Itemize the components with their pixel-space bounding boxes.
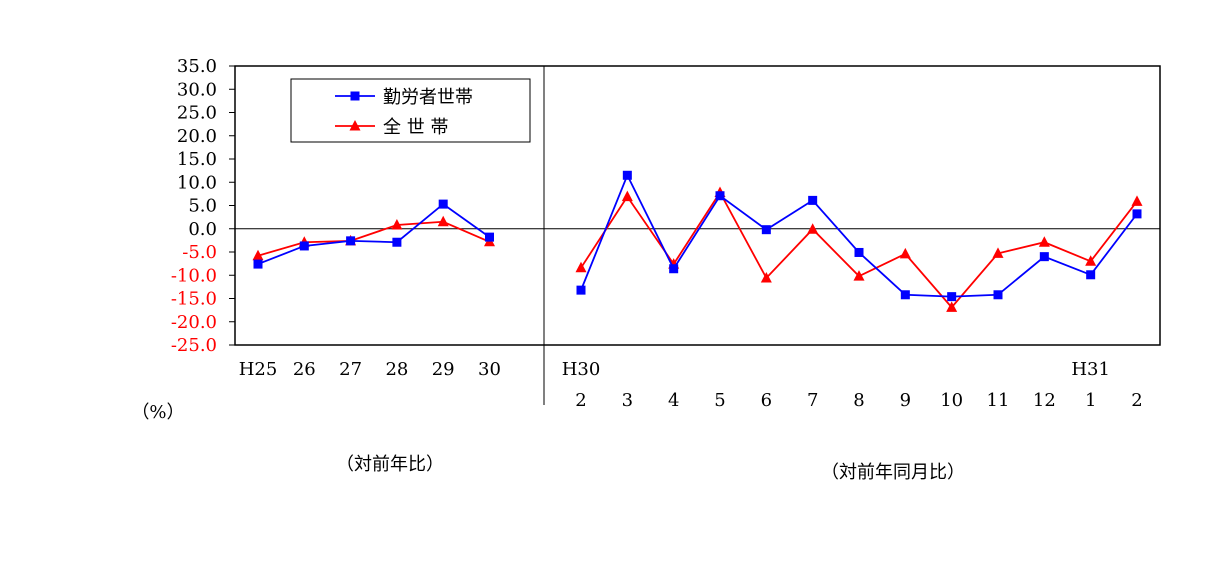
x-tick-label-monthly: 5 bbox=[714, 390, 725, 411]
annual-data-point-0 bbox=[252, 249, 264, 261]
x-era-label: H30 bbox=[562, 359, 601, 380]
annual-data-point-1 bbox=[346, 236, 356, 246]
x-tick-label-monthly: 10 bbox=[940, 390, 963, 411]
y-tick-label: -25.0 bbox=[171, 335, 217, 356]
monthly-data-point-0 bbox=[621, 190, 633, 202]
y-axis: 35.030.0 25.020.015.010.0 5.00.0-5.0-10.0 -… bbox=[171, 56, 235, 356]
x-tick-label-monthly: 12 bbox=[1033, 390, 1056, 411]
x-tick-label-monthly: 2 bbox=[1131, 390, 1142, 411]
monthly-data-point-0 bbox=[853, 270, 865, 281]
monthly-data-point-0 bbox=[1085, 255, 1097, 266]
monthly-data-point-0 bbox=[992, 247, 1004, 258]
legend-marker bbox=[349, 120, 361, 131]
monthly-data-point-0 bbox=[1131, 195, 1143, 206]
monthly-data-point-0 bbox=[899, 247, 911, 259]
monthly-data-point-1 bbox=[947, 292, 957, 302]
annual-data-point-1 bbox=[253, 259, 263, 269]
annual-data-point-1 bbox=[485, 232, 494, 242]
y-tick-label: 20.0 bbox=[177, 126, 217, 147]
y-tick-label: 25.0 bbox=[177, 103, 217, 124]
legend-label: 勤労者世帯 bbox=[383, 87, 473, 108]
y-tick-label: -10.0 bbox=[171, 265, 217, 286]
x-tick-label-monthly: 9 bbox=[900, 390, 911, 411]
annual-data-point-0 bbox=[391, 219, 403, 230]
x-tick-label-monthly: 4 bbox=[668, 390, 679, 411]
y-tick-label: 30.0 bbox=[177, 79, 217, 100]
monthly-data-point-1 bbox=[900, 290, 910, 300]
monthly-data-point-1 bbox=[1086, 270, 1096, 280]
x-tick-label-annual: 27 bbox=[339, 359, 362, 380]
annual-data-point-1 bbox=[299, 241, 309, 251]
x-tick-label-annual: 28 bbox=[385, 359, 408, 380]
x-tick-label-annual: 30 bbox=[478, 359, 501, 380]
monthly-data-point-0 bbox=[1038, 236, 1050, 247]
annual-series-line-1 bbox=[257, 202, 491, 265]
annual-data-point-0 bbox=[437, 215, 449, 227]
monthly-data-point-1 bbox=[576, 285, 586, 295]
x-tick-label-annual: 29 bbox=[432, 359, 455, 380]
x-tick-label-monthly: 11 bbox=[987, 390, 1010, 411]
y-tick-label: 15.0 bbox=[177, 149, 217, 170]
y-tick-label: -15.0 bbox=[171, 289, 217, 310]
y-tick-label: -20.0 bbox=[171, 312, 217, 333]
monthly-data-point-0 bbox=[575, 261, 587, 273]
x-tick-label-monthly: 2 bbox=[575, 390, 586, 411]
monthly-data-point-1 bbox=[622, 170, 632, 180]
x-tick-label-monthly: 3 bbox=[622, 390, 633, 411]
monthly-data-point-0 bbox=[946, 301, 958, 312]
x-tick-label-monthly: 6 bbox=[761, 390, 772, 411]
annual-data-point-1 bbox=[392, 237, 402, 247]
series-layer bbox=[252, 170, 1143, 312]
annual-caption: （対前年比） bbox=[336, 454, 444, 475]
legend-box bbox=[290, 78, 531, 143]
y-tick-label: -5.0 bbox=[182, 242, 217, 263]
monthly-data-point-1 bbox=[669, 264, 679, 274]
monthly-data-point-1 bbox=[715, 191, 725, 201]
monthly-data-point-1 bbox=[808, 195, 818, 205]
x-tick-label-annual: 26 bbox=[293, 359, 316, 380]
y-tick-label: 5.0 bbox=[188, 196, 217, 217]
monthly-data-point-1 bbox=[1039, 252, 1049, 262]
annual-series-line-0 bbox=[257, 220, 490, 257]
y-tick-label: 10.0 bbox=[177, 172, 217, 193]
monthly-data-point-1 bbox=[1132, 209, 1142, 219]
monthly-data-point-1 bbox=[993, 290, 1003, 300]
monthly-data-point-1 bbox=[761, 225, 771, 235]
unit-label: （%） bbox=[131, 402, 184, 423]
x-tick-label-annual: H25 bbox=[239, 359, 278, 380]
monthly-caption: （対前年同月比） bbox=[821, 462, 965, 483]
legend-label: 全 世 帯 bbox=[383, 117, 448, 138]
monthly-data-point-0 bbox=[760, 272, 772, 283]
x-tick-label-monthly: 7 bbox=[807, 390, 818, 411]
monthly-data-point-1 bbox=[854, 247, 864, 257]
x-tick-label-monthly: 8 bbox=[853, 390, 864, 411]
x-era-label: H31 bbox=[1071, 359, 1110, 380]
y-tick-label: 35.0 bbox=[177, 56, 217, 77]
monthly-data-point-0 bbox=[807, 223, 819, 234]
y-tick-label: 0.0 bbox=[188, 219, 217, 240]
legend-marker bbox=[350, 91, 360, 101]
annual-data-point-1 bbox=[438, 199, 448, 209]
x-tick-label-monthly: 1 bbox=[1085, 390, 1096, 411]
